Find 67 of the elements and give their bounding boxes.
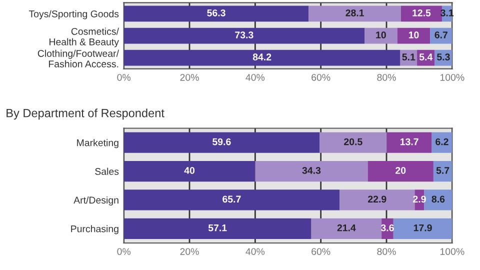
data-label: 5.4: [419, 54, 433, 60]
x-tick-label: 60%: [312, 248, 330, 255]
bar: [311, 218, 382, 239]
data-label: 84.2: [252, 54, 272, 60]
data-label: 5.1: [402, 54, 416, 60]
data-label: 56.3: [207, 9, 226, 16]
data-label: 3.6: [380, 224, 394, 232]
data-label: 2.9: [413, 196, 426, 203]
x-tick-label: 20%: [180, 74, 199, 81]
bar: [124, 132, 320, 153]
x-tick-label: 0%: [117, 74, 131, 81]
x-tick-label: 80%: [377, 74, 396, 81]
data-label: 20.5: [344, 138, 362, 146]
data-label: 20: [396, 167, 406, 174]
bar: [364, 28, 398, 44]
x-tick-label: 80%: [377, 248, 396, 255]
data-label: 73.3: [235, 32, 254, 38]
y-tick-label: Purchasing: [71, 225, 118, 234]
bar: [368, 160, 434, 182]
bar: [424, 190, 452, 210]
x-tick-label: 0%: [117, 248, 131, 255]
data-label: 6.2: [436, 138, 448, 146]
data-label: 8.6: [432, 196, 445, 203]
x-tick-label: 20%: [180, 248, 199, 255]
y-tick-label: Clothing/Footwear/ Fashion Access.: [38, 50, 119, 68]
x-tick-label: 40%: [246, 248, 265, 255]
data-label: 21.4: [337, 224, 356, 232]
data-label: 40: [184, 167, 195, 174]
bar: [124, 190, 340, 210]
data-label: 34.3: [302, 167, 321, 174]
bar: [124, 6, 309, 22]
data-label: 10: [376, 32, 386, 38]
data-label: 12.5: [412, 9, 431, 16]
data-label: 5.3: [437, 54, 450, 60]
y-tick-label: Sales: [95, 168, 119, 175]
data-label: 6.7: [434, 32, 448, 38]
bar: [414, 190, 424, 210]
y-tick-label: Marketing: [77, 139, 118, 148]
bar: [308, 6, 401, 22]
data-label: 65.7: [222, 196, 241, 203]
x-tick-label: 100%: [440, 74, 464, 81]
bar: [124, 28, 364, 44]
chart-title: By Department of Respondent: [6, 108, 164, 120]
y-tick-label: Art/Design: [74, 196, 118, 206]
x-tick-label: 60%: [312, 74, 330, 81]
bar: [417, 50, 435, 66]
bar: [393, 218, 452, 239]
data-label: 22.9: [368, 196, 386, 203]
bar: [124, 218, 312, 239]
bar: [255, 160, 368, 182]
x-tick-label: 40%: [246, 74, 265, 81]
data-label: 13.7: [400, 138, 418, 146]
x-tick-label: 100%: [440, 248, 464, 255]
data-label: 10: [408, 32, 419, 38]
data-label: 57.1: [208, 224, 227, 232]
y-tick-label: Cosmetics/ Health & Beauty: [50, 28, 119, 48]
data-label: 59.6: [212, 138, 231, 146]
data-label: 5.7: [436, 167, 450, 174]
bar: [397, 28, 430, 44]
bar: [124, 50, 400, 66]
data-label: 28.1: [346, 9, 364, 16]
data-label: 17.9: [414, 224, 432, 232]
y-tick-label: Toys/Sporting Goods: [28, 10, 119, 20]
bar: [386, 132, 432, 153]
bar: [340, 190, 415, 210]
bar: [320, 132, 387, 153]
bar: [124, 160, 256, 182]
